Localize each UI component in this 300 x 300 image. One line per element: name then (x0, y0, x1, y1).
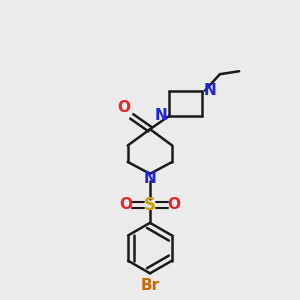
Text: O: O (167, 197, 180, 212)
Text: O: O (120, 197, 133, 212)
Text: Br: Br (140, 278, 160, 293)
Text: N: N (203, 83, 216, 98)
Text: N: N (144, 171, 156, 186)
Text: O: O (117, 100, 130, 115)
Text: S: S (144, 196, 156, 214)
Text: N: N (155, 108, 168, 123)
